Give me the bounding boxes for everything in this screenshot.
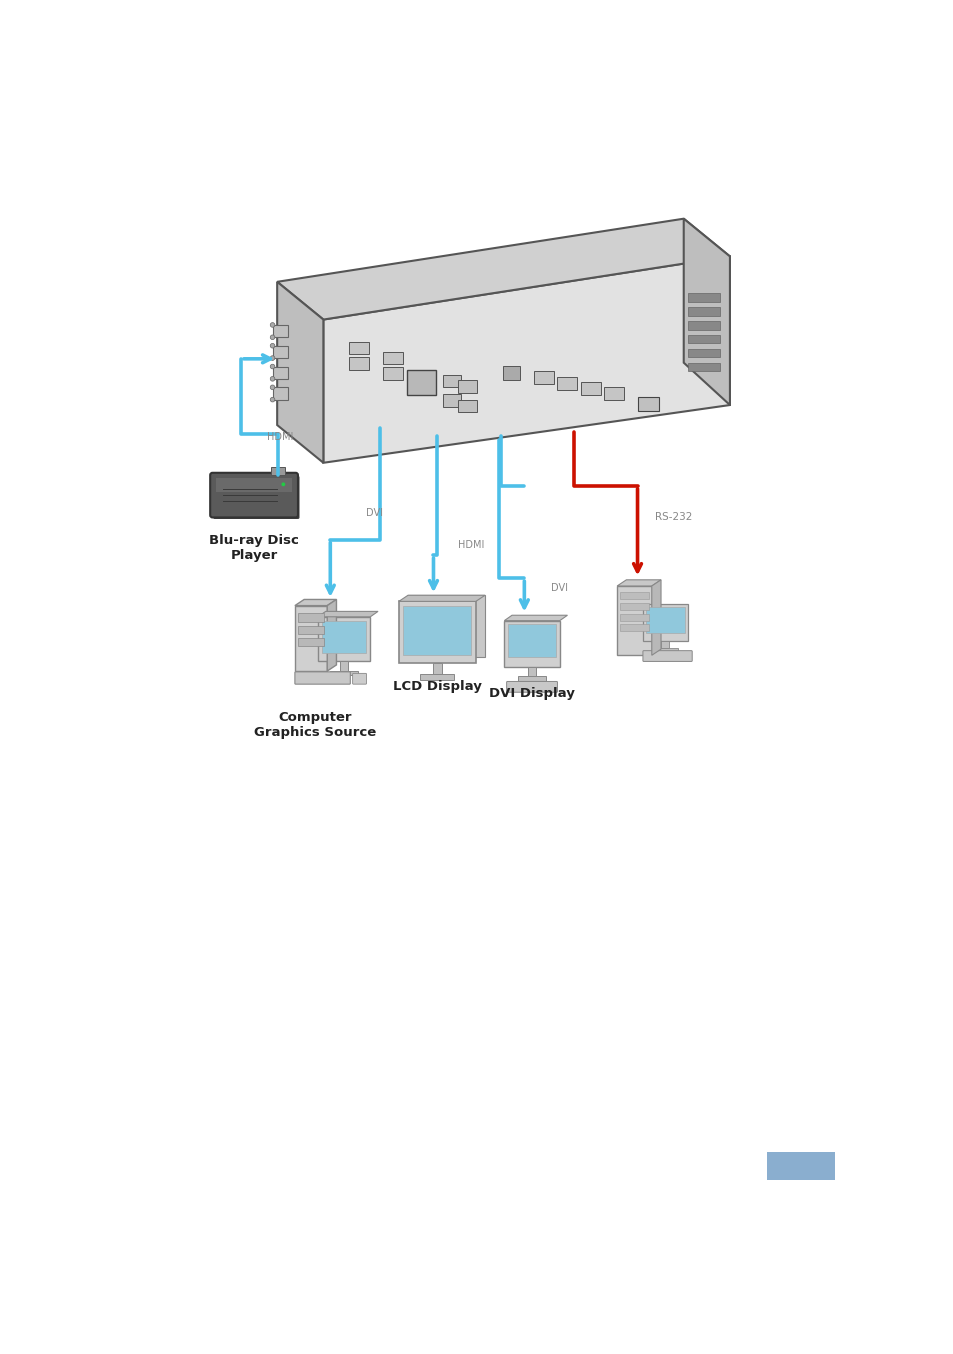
Polygon shape xyxy=(294,600,336,605)
Polygon shape xyxy=(277,219,729,320)
Bar xyxy=(340,662,348,670)
Bar xyxy=(637,397,659,412)
Circle shape xyxy=(270,364,274,368)
Bar xyxy=(687,294,720,302)
Bar xyxy=(687,334,720,344)
FancyBboxPatch shape xyxy=(294,605,327,672)
Bar xyxy=(502,366,519,379)
Bar xyxy=(528,666,536,676)
Text: DVI: DVI xyxy=(365,508,382,517)
Polygon shape xyxy=(323,256,729,463)
Polygon shape xyxy=(277,282,323,463)
Polygon shape xyxy=(651,580,660,655)
Polygon shape xyxy=(504,615,567,620)
Bar xyxy=(297,626,324,634)
Bar xyxy=(687,363,720,371)
Bar xyxy=(271,467,285,475)
Bar xyxy=(652,649,677,653)
Text: HDMI: HDMI xyxy=(457,540,484,550)
Circle shape xyxy=(270,397,274,402)
Bar xyxy=(457,399,476,412)
Circle shape xyxy=(270,376,274,382)
Bar xyxy=(457,380,476,393)
Bar xyxy=(619,603,648,609)
FancyBboxPatch shape xyxy=(317,617,370,662)
Bar xyxy=(619,613,648,620)
FancyBboxPatch shape xyxy=(642,651,692,662)
FancyBboxPatch shape xyxy=(398,601,476,663)
Polygon shape xyxy=(408,596,484,657)
Bar xyxy=(687,307,720,315)
Circle shape xyxy=(270,385,274,390)
Bar xyxy=(321,620,366,653)
Text: Computer
Graphics Source: Computer Graphics Source xyxy=(253,711,375,739)
Circle shape xyxy=(270,334,274,340)
Bar xyxy=(687,349,720,357)
FancyBboxPatch shape xyxy=(617,586,651,655)
Bar xyxy=(403,607,471,655)
Bar xyxy=(660,640,668,649)
FancyBboxPatch shape xyxy=(506,681,557,692)
Bar xyxy=(273,387,288,399)
Circle shape xyxy=(270,356,274,360)
Text: HDMI: HDMI xyxy=(267,432,294,443)
Bar xyxy=(433,663,441,674)
Circle shape xyxy=(270,344,274,348)
FancyBboxPatch shape xyxy=(504,620,559,666)
Bar xyxy=(383,367,403,379)
Circle shape xyxy=(270,322,274,328)
FancyBboxPatch shape xyxy=(642,604,687,640)
Bar xyxy=(349,357,369,370)
Bar xyxy=(442,394,460,406)
Bar xyxy=(297,613,324,621)
Bar xyxy=(645,607,684,632)
Bar xyxy=(619,624,648,631)
Text: RS-232: RS-232 xyxy=(655,512,692,521)
Bar xyxy=(766,1152,834,1181)
FancyBboxPatch shape xyxy=(213,475,299,519)
Bar xyxy=(349,343,369,355)
Bar xyxy=(603,387,623,401)
Polygon shape xyxy=(317,612,377,617)
FancyBboxPatch shape xyxy=(210,473,297,517)
Bar xyxy=(580,382,600,395)
Bar xyxy=(619,592,648,598)
Bar xyxy=(383,352,403,364)
Text: Blu-ray Disc
Player: Blu-ray Disc Player xyxy=(209,533,298,562)
Bar xyxy=(517,676,545,681)
Bar xyxy=(273,367,288,379)
FancyBboxPatch shape xyxy=(353,673,366,684)
Bar xyxy=(557,376,577,390)
Bar xyxy=(330,670,357,676)
Bar xyxy=(508,624,556,657)
Polygon shape xyxy=(398,596,484,601)
Polygon shape xyxy=(327,600,336,672)
Bar xyxy=(406,371,436,395)
Bar xyxy=(273,345,288,357)
Bar xyxy=(687,321,720,329)
Text: LCD Display: LCD Display xyxy=(393,680,481,693)
Bar xyxy=(534,371,554,385)
Polygon shape xyxy=(617,580,660,586)
Circle shape xyxy=(281,482,285,486)
Bar xyxy=(442,375,460,387)
Bar xyxy=(297,638,324,646)
Bar xyxy=(420,674,454,680)
Text: DVI: DVI xyxy=(550,582,567,593)
FancyBboxPatch shape xyxy=(294,672,350,684)
Bar xyxy=(273,325,288,337)
Bar xyxy=(216,478,292,492)
Text: DVI Display: DVI Display xyxy=(489,686,575,700)
Polygon shape xyxy=(683,219,729,405)
